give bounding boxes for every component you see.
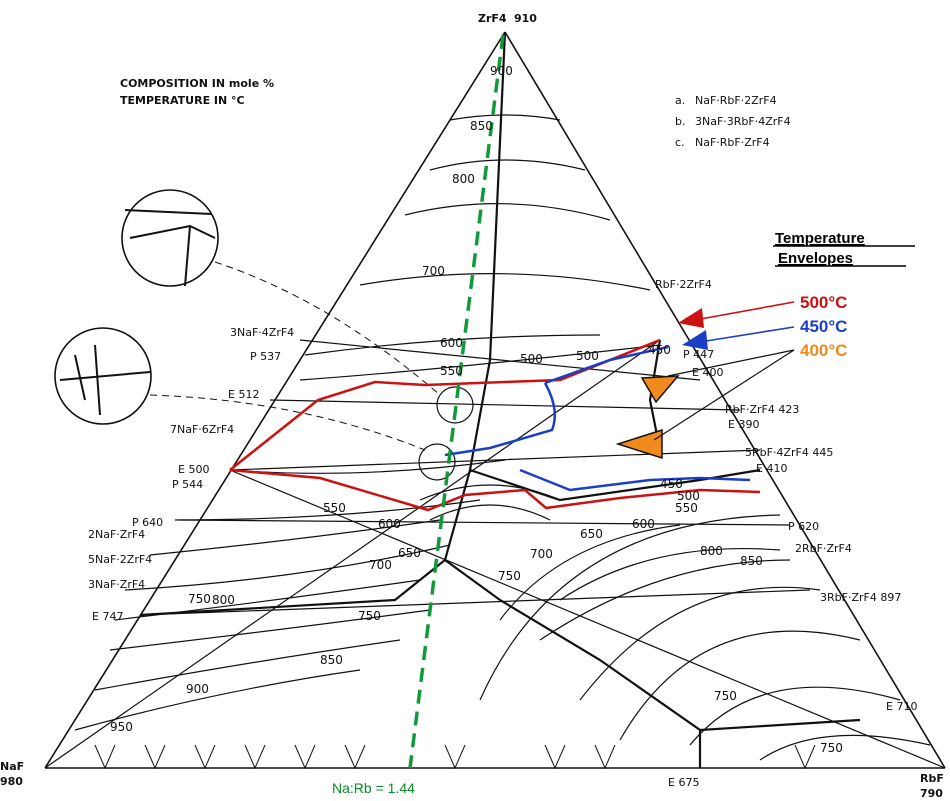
svg-text:750: 750 xyxy=(358,609,381,623)
temperature-note: TEMPERATURE IN °C xyxy=(120,94,245,107)
svg-text:700: 700 xyxy=(369,558,392,572)
invariant-point: E 410 xyxy=(756,462,787,475)
right-compound: 3RbF·ZrF4 897 xyxy=(820,591,901,604)
compound-key-b: b. xyxy=(675,115,685,128)
isotherm-labels: 900 850 800 700 600 550 500 600 650 700 … xyxy=(110,64,843,755)
svg-text:850: 850 xyxy=(470,119,493,133)
invariant-point: E 400 xyxy=(692,366,723,379)
invariant-point: P 544 xyxy=(172,478,203,491)
svg-text:550: 550 xyxy=(440,364,463,378)
svg-text:700: 700 xyxy=(422,264,445,278)
invariant-point: E 500 xyxy=(178,463,209,476)
right-compound: RbF·2ZrF4 xyxy=(655,278,712,291)
svg-text:500: 500 xyxy=(677,489,700,503)
boundary-lines xyxy=(44,31,946,769)
envelope-400c-lower xyxy=(615,428,663,460)
svg-text:700: 700 xyxy=(530,547,553,561)
svg-text:800: 800 xyxy=(700,544,723,558)
svg-text:650: 650 xyxy=(580,527,603,541)
left-compound: 7NaF·6ZrF4 xyxy=(170,423,234,436)
legend-item-450: 450°C xyxy=(800,317,847,336)
compound-text-a: NaF·RbF·2ZrF4 xyxy=(695,94,777,107)
ratio-line xyxy=(408,34,505,769)
invariant-point: E 710 xyxy=(886,700,917,713)
left-compound: 3NaF·ZrF4 xyxy=(88,578,145,591)
svg-text:550: 550 xyxy=(675,501,698,515)
svg-text:850: 850 xyxy=(740,554,763,568)
legend-title-line2: Envelopes xyxy=(778,250,853,267)
invariant-point: P 620 xyxy=(788,520,819,533)
magnifier-lower xyxy=(54,327,152,425)
svg-text:750: 750 xyxy=(820,741,843,755)
right-compound: RbF·ZrF4 423 xyxy=(725,403,799,416)
magnifier-leaders xyxy=(149,261,441,451)
svg-text:750: 750 xyxy=(498,569,521,583)
svg-text:450: 450 xyxy=(660,477,683,491)
invariant-point: P 537 xyxy=(250,350,281,363)
ratio-label: Na:Rb = 1.44 xyxy=(332,780,415,796)
left-compound: 2NaF·ZrF4 xyxy=(88,528,145,541)
invariant-point: E 390 xyxy=(728,418,759,431)
legend-arrows xyxy=(653,301,795,441)
small-circles xyxy=(418,386,474,481)
composition-note: COMPOSITION IN mole % xyxy=(120,77,274,90)
envelope-450c xyxy=(444,345,751,492)
invariant-point: E 675 xyxy=(668,776,699,789)
svg-text:600: 600 xyxy=(378,517,401,531)
magnifier-upper xyxy=(121,189,219,287)
vertex-top-temp: 910 xyxy=(514,12,537,25)
vertex-left-name: NaF xyxy=(0,760,24,773)
left-compound: 5NaF·2ZrF4 xyxy=(88,553,152,566)
svg-text:850: 850 xyxy=(320,653,343,667)
svg-text:950: 950 xyxy=(110,720,133,734)
legend-title-line1: Temperature xyxy=(775,230,865,247)
invariant-point: P 447 xyxy=(683,348,714,361)
compound-key-a: a. xyxy=(675,94,685,107)
right-compound: 5RbF·4ZrF4 445 xyxy=(745,446,833,459)
compound-text-c: NaF·RbF·ZrF4 xyxy=(695,136,770,149)
invariant-point: E 512 xyxy=(228,388,259,401)
compound-key-c: c. xyxy=(675,136,685,149)
svg-text:600: 600 xyxy=(632,517,655,531)
vertex-top-name: ZrF4 xyxy=(478,12,507,25)
svg-text:500: 500 xyxy=(520,352,543,366)
svg-text:800: 800 xyxy=(212,593,235,607)
svg-text:750: 750 xyxy=(714,689,737,703)
right-compound: 2RbF·ZrF4 xyxy=(795,542,852,555)
svg-text:900: 900 xyxy=(186,682,209,696)
triangle-frame xyxy=(44,31,946,769)
svg-text:450: 450 xyxy=(648,343,671,357)
legend-item-500: 500°C xyxy=(800,293,847,312)
vertex-right-name: RbF xyxy=(920,772,944,785)
legend-item-400: 400°C xyxy=(800,341,847,360)
envelope-400c-upper xyxy=(640,375,680,404)
vertex-left-temp: 980 xyxy=(0,775,23,788)
isotherm-lines xyxy=(74,114,931,761)
envelope-500c xyxy=(229,338,761,512)
invariant-point: E 747 xyxy=(92,610,123,623)
invariant-point: P 640 xyxy=(132,516,163,529)
svg-text:550: 550 xyxy=(323,501,346,515)
svg-text:500: 500 xyxy=(576,349,599,363)
svg-text:650: 650 xyxy=(398,546,421,560)
vertex-right-temp: 790 xyxy=(920,787,943,800)
bottom-ticks xyxy=(94,744,816,770)
compound-text-b: 3NaF·3RbF·4ZrF4 xyxy=(695,115,791,128)
svg-text:800: 800 xyxy=(452,172,475,186)
svg-text:900: 900 xyxy=(490,64,513,78)
left-compound: 3NaF·4ZrF4 xyxy=(230,326,294,339)
svg-text:600: 600 xyxy=(440,336,463,350)
svg-text:750: 750 xyxy=(188,592,211,606)
